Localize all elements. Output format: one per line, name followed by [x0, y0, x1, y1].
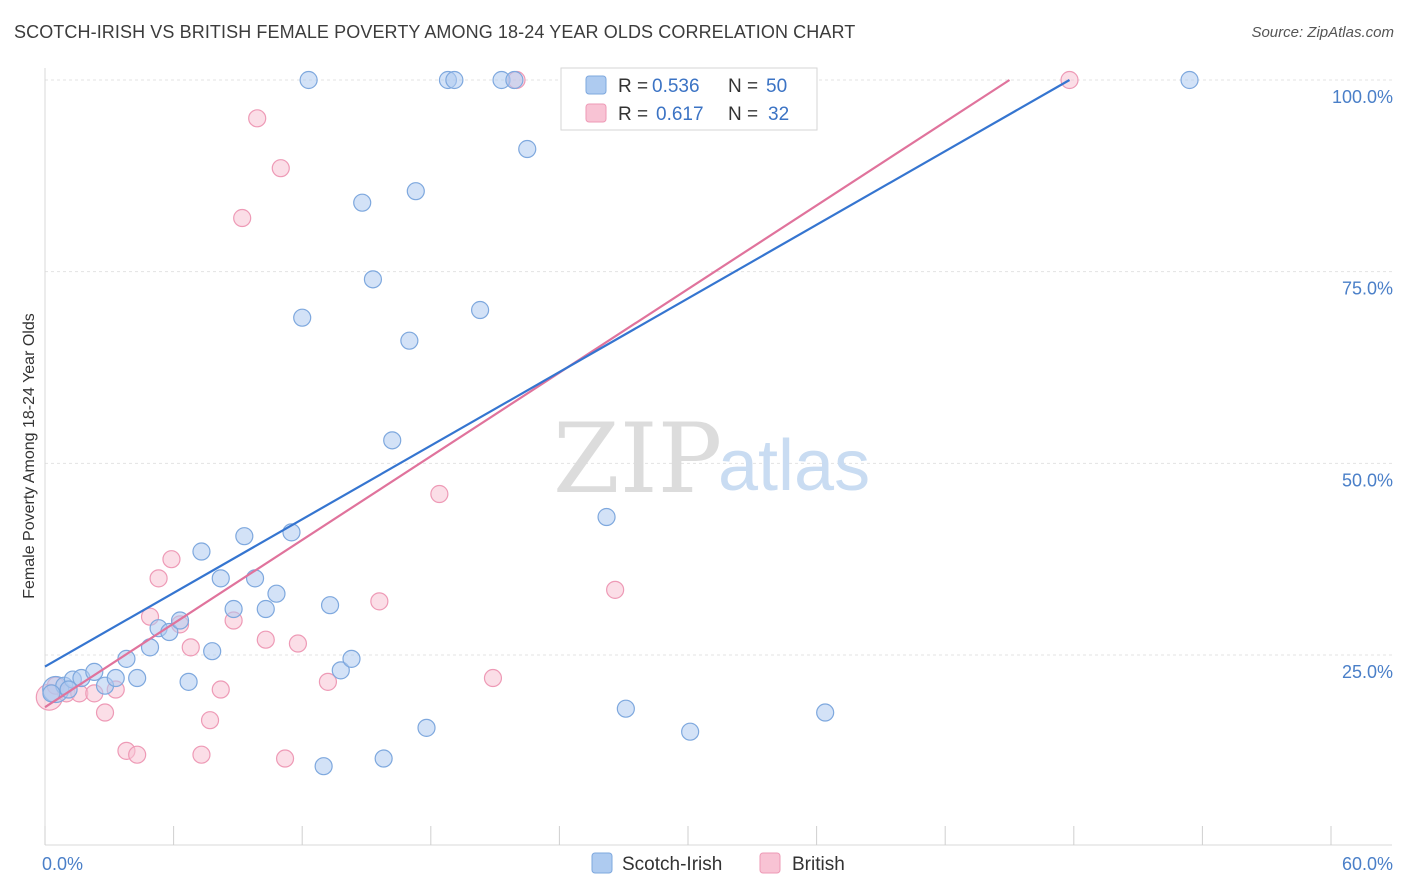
scotch-irish-point [192, 542, 211, 561]
british-trend-line [44, 79, 1011, 709]
watermark: ZIP atlas [553, 403, 870, 515]
scotch-irish-point [518, 139, 537, 159]
bottom-legend-swatch-pink [759, 852, 781, 874]
grid-lines [45, 79, 1392, 656]
scotch-irish-point [383, 431, 402, 450]
bottom-legend-label-scotch-irish: Scotch-Irish [622, 854, 722, 875]
legend-n-value-2: 32 [768, 104, 789, 125]
bottom-legend-swatch-blue [591, 852, 613, 874]
scotch-irish-point [106, 668, 125, 688]
british-point [275, 749, 295, 768]
scotch-irish-point [597, 507, 616, 527]
legend-r-label-1: R = [618, 76, 648, 97]
scotch-irish-point [374, 749, 393, 768]
scotch-irish-points [42, 70, 1199, 776]
scotch-irish-point [245, 569, 265, 588]
scotch-irish-point [406, 182, 425, 201]
scotch-irish-point [353, 193, 372, 212]
british-point [606, 580, 625, 599]
scotch-irish-point [363, 270, 383, 289]
scotch-irish-point [140, 638, 160, 657]
scotch-irish-point [417, 718, 436, 737]
chart-source: Source: ZipAtlas.com [1251, 24, 1394, 41]
british-point [95, 703, 115, 722]
scotch-irish-point [616, 699, 635, 718]
british-point [430, 484, 449, 504]
british-point [162, 550, 181, 569]
y-tick-label-1: 50.0% [1342, 470, 1393, 490]
watermark-zip: ZIP [553, 403, 722, 515]
legend-n-value-1: 50 [766, 76, 787, 97]
scotch-irish-point [445, 70, 464, 90]
british-point [483, 668, 503, 688]
scotch-irish-point [293, 308, 312, 327]
british-point [211, 680, 230, 699]
scotch-irish-point [256, 599, 275, 619]
bottom-legend-label-british: British [792, 854, 845, 875]
x-ticks [44, 826, 1332, 845]
scotch-irish-point [400, 331, 419, 350]
y-tick-label-2: 75.0% [1342, 279, 1393, 299]
british-point [288, 634, 308, 653]
scotch-irish-point [299, 70, 318, 90]
scotch-irish-point [331, 661, 350, 680]
legend-n-label-2: N = [728, 104, 758, 125]
scotch-irish-point [211, 569, 230, 588]
scotch-irish-point [224, 599, 243, 619]
scotch-irish-point [314, 757, 333, 776]
scotch-irish-point [816, 703, 835, 722]
scotch-irish-point [505, 70, 524, 90]
legend: R = 0.536 N = 50 R = 0.617 N = 32 [560, 67, 818, 131]
scotch-irish-point [320, 596, 340, 615]
legend-swatch-blue [585, 75, 607, 95]
legend-r-value-2: 0.617 [656, 104, 704, 125]
british-point [318, 672, 338, 691]
scotch-irish-point [1180, 70, 1199, 90]
british-point [181, 638, 200, 657]
british-point [128, 745, 147, 764]
scotch-irish-point [267, 584, 286, 603]
british-point [233, 208, 252, 228]
axes [44, 68, 1392, 846]
y-tick-labels: 25.0% 50.0% 75.0% 100.0% [1332, 87, 1393, 682]
scotch-irish-point [235, 527, 254, 546]
legend-swatch-pink [585, 103, 607, 123]
y-tick-label-3: 100.0% [1332, 87, 1393, 107]
scotch-irish-point [85, 662, 104, 681]
legend-n-label-1: N = [728, 76, 758, 97]
british-point [256, 630, 275, 649]
british-point [271, 159, 290, 178]
scotch-irish-point [681, 722, 700, 741]
legend-r-label-2: R = [618, 104, 648, 125]
scotch-irish-trend-line [44, 79, 1071, 668]
watermark-atlas: atlas [718, 426, 870, 506]
y-axis-label: Female Poverty Among 18-24 Year Olds [21, 313, 38, 599]
x-tick-label-max: 60.0% [1342, 854, 1393, 874]
scotch-irish-point [128, 668, 147, 688]
scotch-irish-point [203, 642, 222, 661]
british-point [192, 745, 211, 764]
scotch-irish-point [342, 649, 361, 668]
british-point [370, 592, 389, 611]
scotch-irish-point [179, 672, 198, 691]
british-point [149, 569, 168, 588]
british-point [248, 109, 267, 128]
british-point [200, 711, 220, 730]
legend-r-value-1: 0.536 [652, 76, 700, 97]
trend-lines [44, 79, 1071, 709]
y-tick-label-0: 25.0% [1342, 662, 1393, 682]
x-tick-label-min: 0.0% [42, 854, 83, 874]
scotch-irish-point [470, 300, 490, 320]
bottom-legend: Scotch-Irish British [591, 852, 845, 875]
chart-title: SCOTCH-IRISH VS BRITISH FEMALE POVERTY A… [14, 22, 856, 42]
